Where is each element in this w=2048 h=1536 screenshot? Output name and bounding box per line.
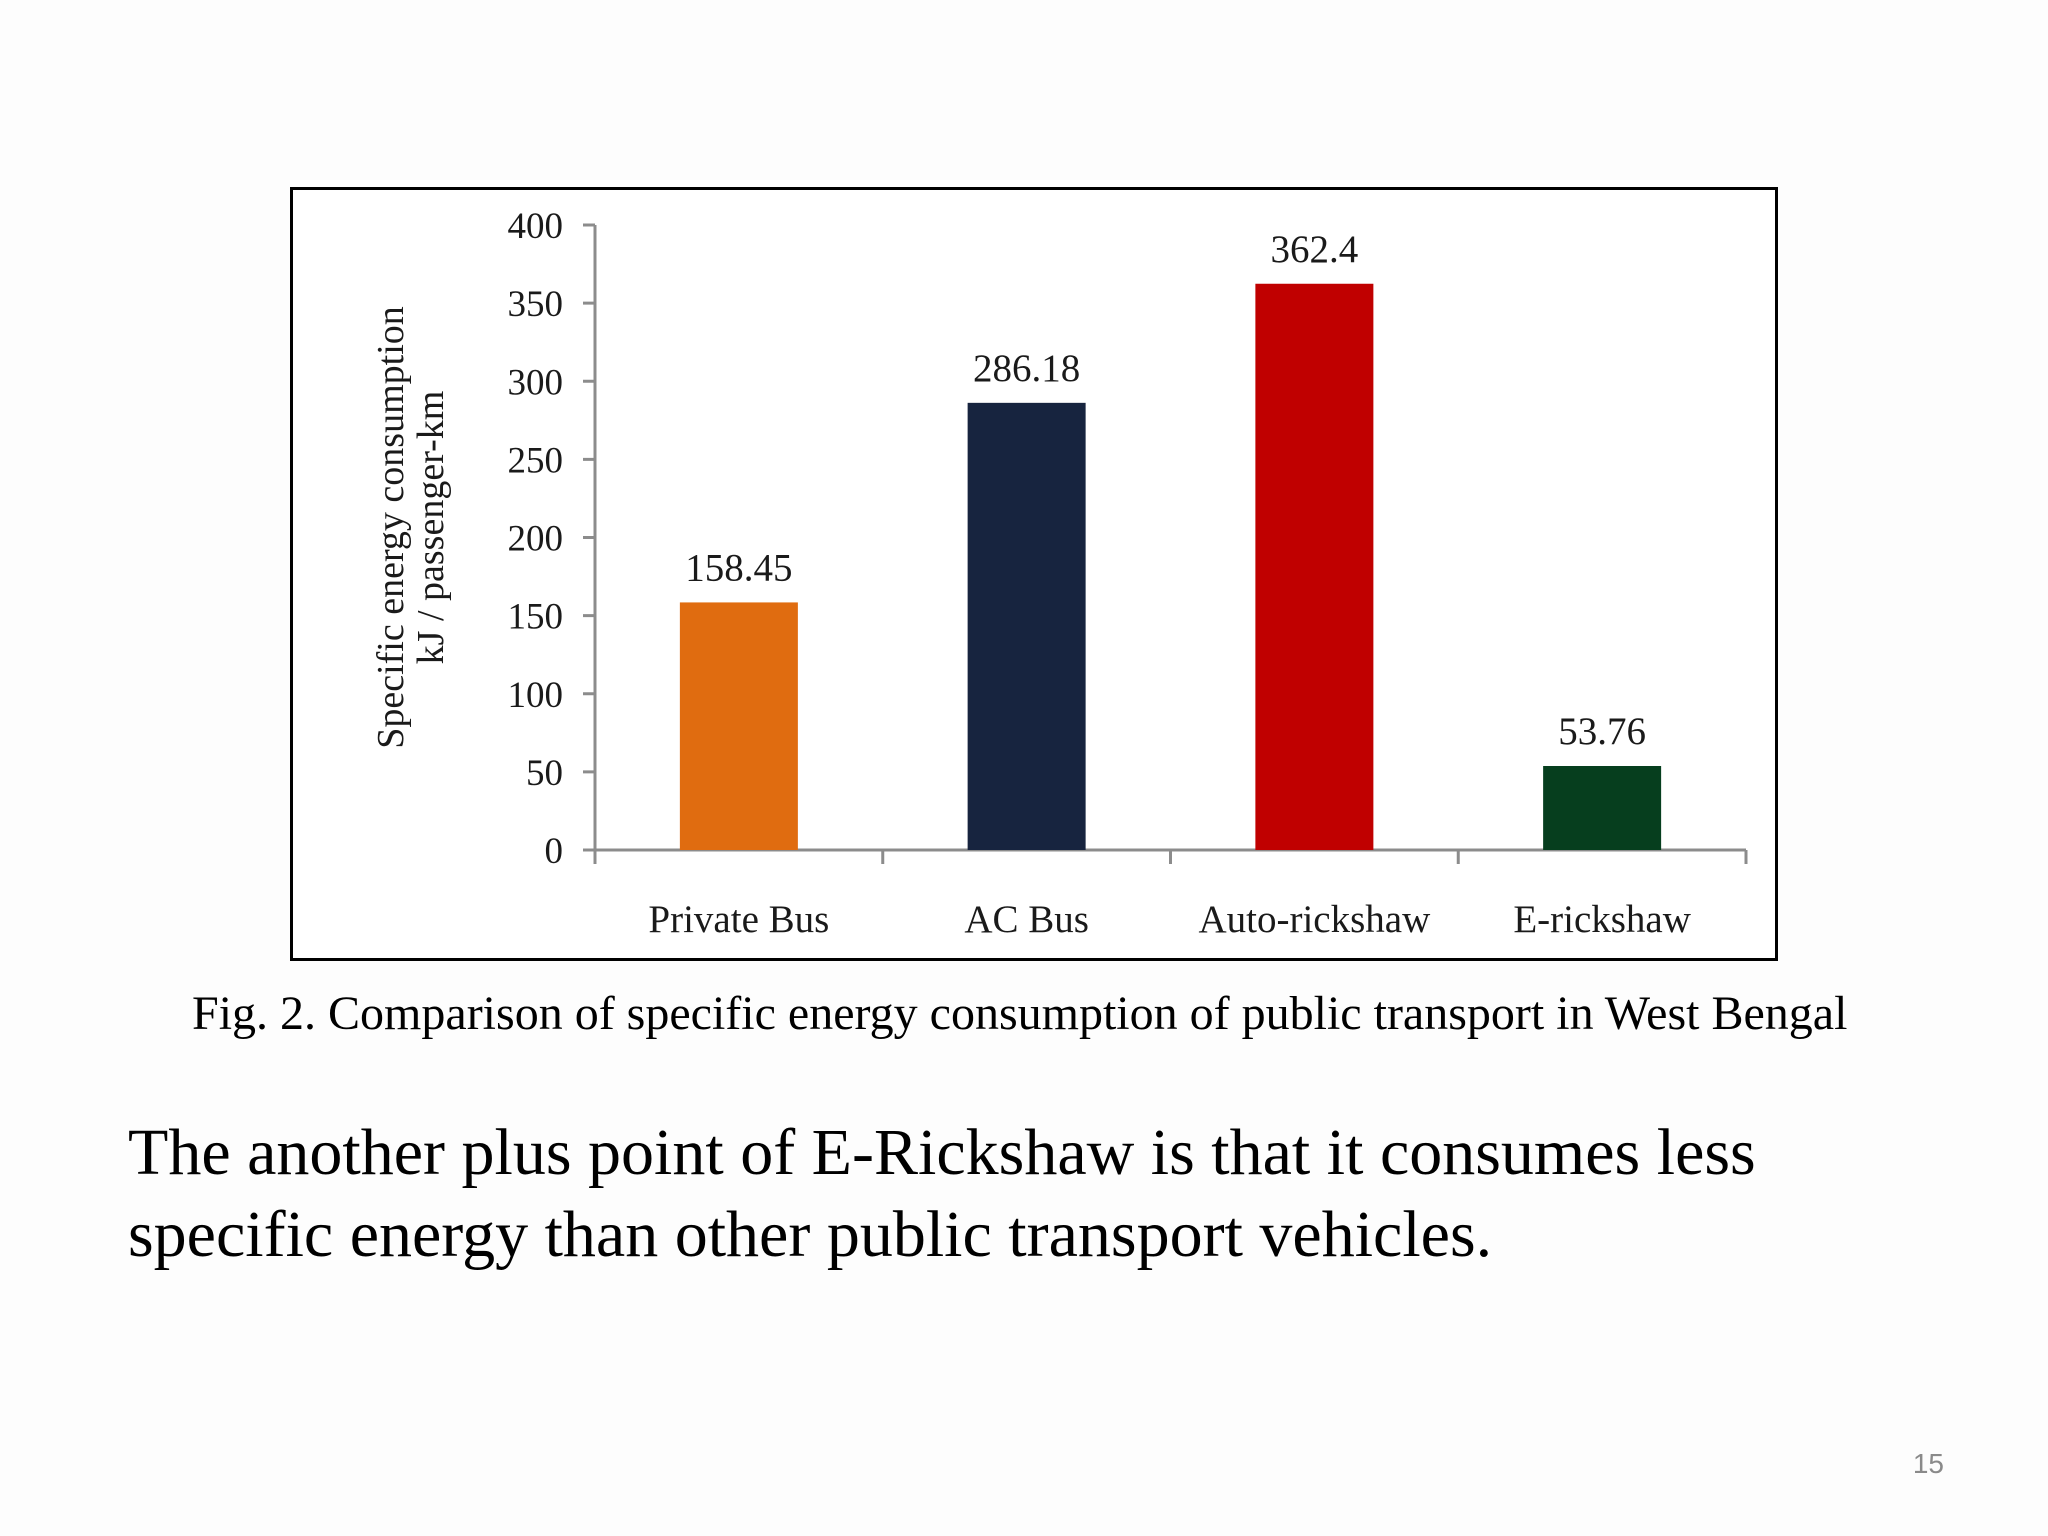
- y-tick-label: 150: [508, 597, 564, 638]
- chart-frame: 0 50 100 150 200 250 300 350 400 158.45 Private Bu…: [290, 187, 1778, 961]
- y-tick-label: 0: [545, 831, 564, 872]
- x-tick-label: Auto-rickshaw: [1198, 898, 1430, 941]
- y-tick-label: 400: [508, 206, 564, 247]
- y-tick-label: 250: [508, 440, 564, 481]
- bar: [1543, 766, 1662, 850]
- y-tick-label: 300: [508, 362, 564, 403]
- x-tick-label: AC Bus: [964, 898, 1089, 941]
- x-tick-label: E-rickshaw: [1513, 898, 1691, 941]
- data-label: 362.4: [1271, 228, 1359, 271]
- y-tick-label: 50: [526, 753, 563, 794]
- y-tick-label: 100: [508, 675, 564, 716]
- x-tick-label: Private Bus: [648, 898, 829, 941]
- bar: [1255, 283, 1374, 850]
- data-label: 53.76: [1558, 710, 1646, 753]
- y-axis-label: kJ / passenger-km: [410, 391, 452, 665]
- y-axis-label: Specific energy consumption: [370, 306, 412, 749]
- data-label: 158.45: [685, 546, 792, 589]
- slide-number: 15: [1912, 1448, 1944, 1479]
- bar: [679, 602, 798, 850]
- y-tick-label: 200: [508, 519, 564, 560]
- figure-caption: Fig. 2. Comparison of specific energy co…: [192, 987, 1848, 1040]
- data-label: 286.18: [973, 347, 1080, 390]
- body-text: The another plus point of E-Rickshaw is …: [128, 1116, 1756, 1271]
- y-tick-label: 350: [508, 284, 564, 325]
- bar-chart: 0 50 100 150 200 250 300 350 400 158.45 Private Bu…: [370, 206, 1748, 941]
- bar: [967, 402, 1086, 850]
